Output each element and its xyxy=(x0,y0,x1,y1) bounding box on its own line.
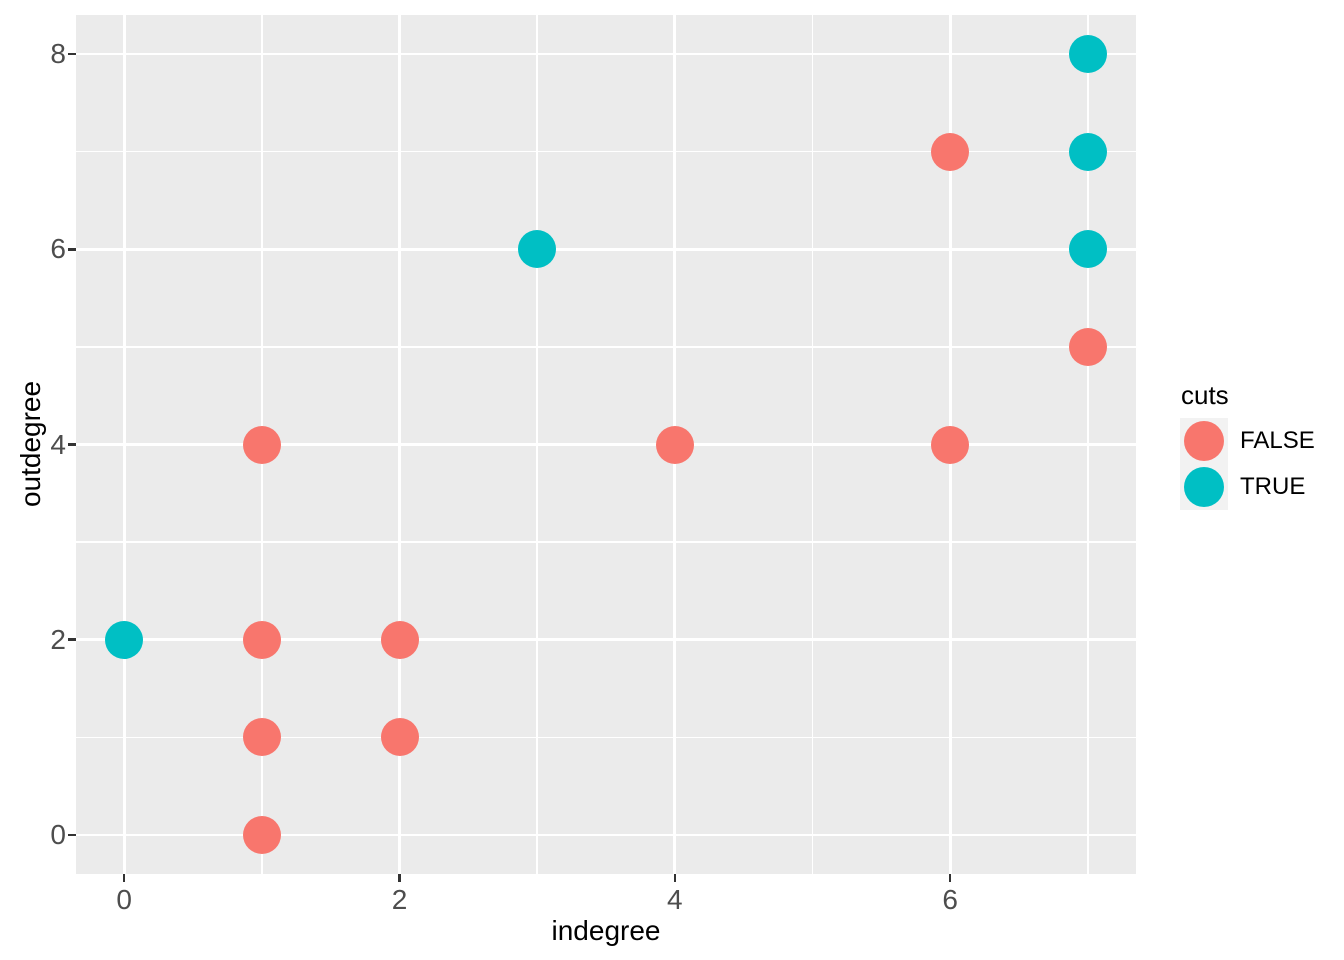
minor-gridline-y xyxy=(76,150,1136,153)
data-point-false xyxy=(655,425,694,464)
true-swatch-icon xyxy=(1184,467,1224,507)
y-tick-label: 0 xyxy=(50,818,66,850)
major-gridline-y xyxy=(76,443,1136,446)
y-tick-mark xyxy=(68,52,76,56)
data-point-false xyxy=(380,620,419,659)
data-point-true xyxy=(105,620,144,659)
legend-label-false: FALSE xyxy=(1240,427,1315,454)
x-tick-mark xyxy=(948,874,952,882)
legend-title: cuts xyxy=(1181,380,1229,410)
plot-panel xyxy=(76,15,1136,874)
x-tick-label: 4 xyxy=(667,884,683,915)
data-point-false xyxy=(242,718,281,757)
x-tick-mark xyxy=(673,874,677,882)
x-tick-label: 0 xyxy=(116,884,132,915)
y-tick-label: 8 xyxy=(50,38,66,70)
major-gridline-y xyxy=(76,833,1136,837)
x-axis-title: indegree xyxy=(551,915,661,946)
false-swatch-icon xyxy=(1184,421,1224,461)
major-gridline-y xyxy=(76,247,1136,251)
x-tick-mark xyxy=(122,874,126,882)
y-axis-title: outdegree xyxy=(15,380,46,508)
minor-gridline-y xyxy=(76,346,1136,348)
legend: cuts FALSE TRUE xyxy=(1180,380,1315,510)
y-tick-mark xyxy=(68,833,76,837)
x-tick-label: 6 xyxy=(942,884,958,915)
data-point-true xyxy=(518,230,557,269)
y-tick-label: 2 xyxy=(50,623,66,655)
legend-item-true: TRUE xyxy=(1180,464,1315,510)
data-point-false xyxy=(242,620,281,659)
legend-item-false: FALSE xyxy=(1180,418,1315,464)
data-point-false xyxy=(242,815,281,854)
x-tick-mark xyxy=(398,874,401,882)
data-point-false xyxy=(931,425,970,464)
data-point-true xyxy=(1068,230,1107,269)
x-tick-label: 2 xyxy=(391,884,408,915)
minor-gridline-y xyxy=(76,541,1136,543)
data-point-true xyxy=(1068,132,1107,171)
legend-label-true: TRUE xyxy=(1240,473,1306,500)
data-point-false xyxy=(242,425,281,464)
major-gridline-y xyxy=(76,638,1136,642)
data-point-false xyxy=(1068,327,1107,366)
y-tick-mark xyxy=(68,638,76,641)
minor-gridline-y xyxy=(76,736,1136,739)
y-tick-mark xyxy=(68,443,76,446)
legend-key xyxy=(1180,418,1228,464)
major-gridline-y xyxy=(76,52,1136,56)
legend-key xyxy=(1180,464,1228,510)
y-tick-mark xyxy=(68,248,76,251)
y-tick-label: 4 xyxy=(50,428,66,460)
data-point-false xyxy=(931,132,970,171)
data-point-false xyxy=(380,718,419,757)
y-tick-label: 6 xyxy=(50,233,66,265)
data-point-true xyxy=(1068,35,1107,74)
